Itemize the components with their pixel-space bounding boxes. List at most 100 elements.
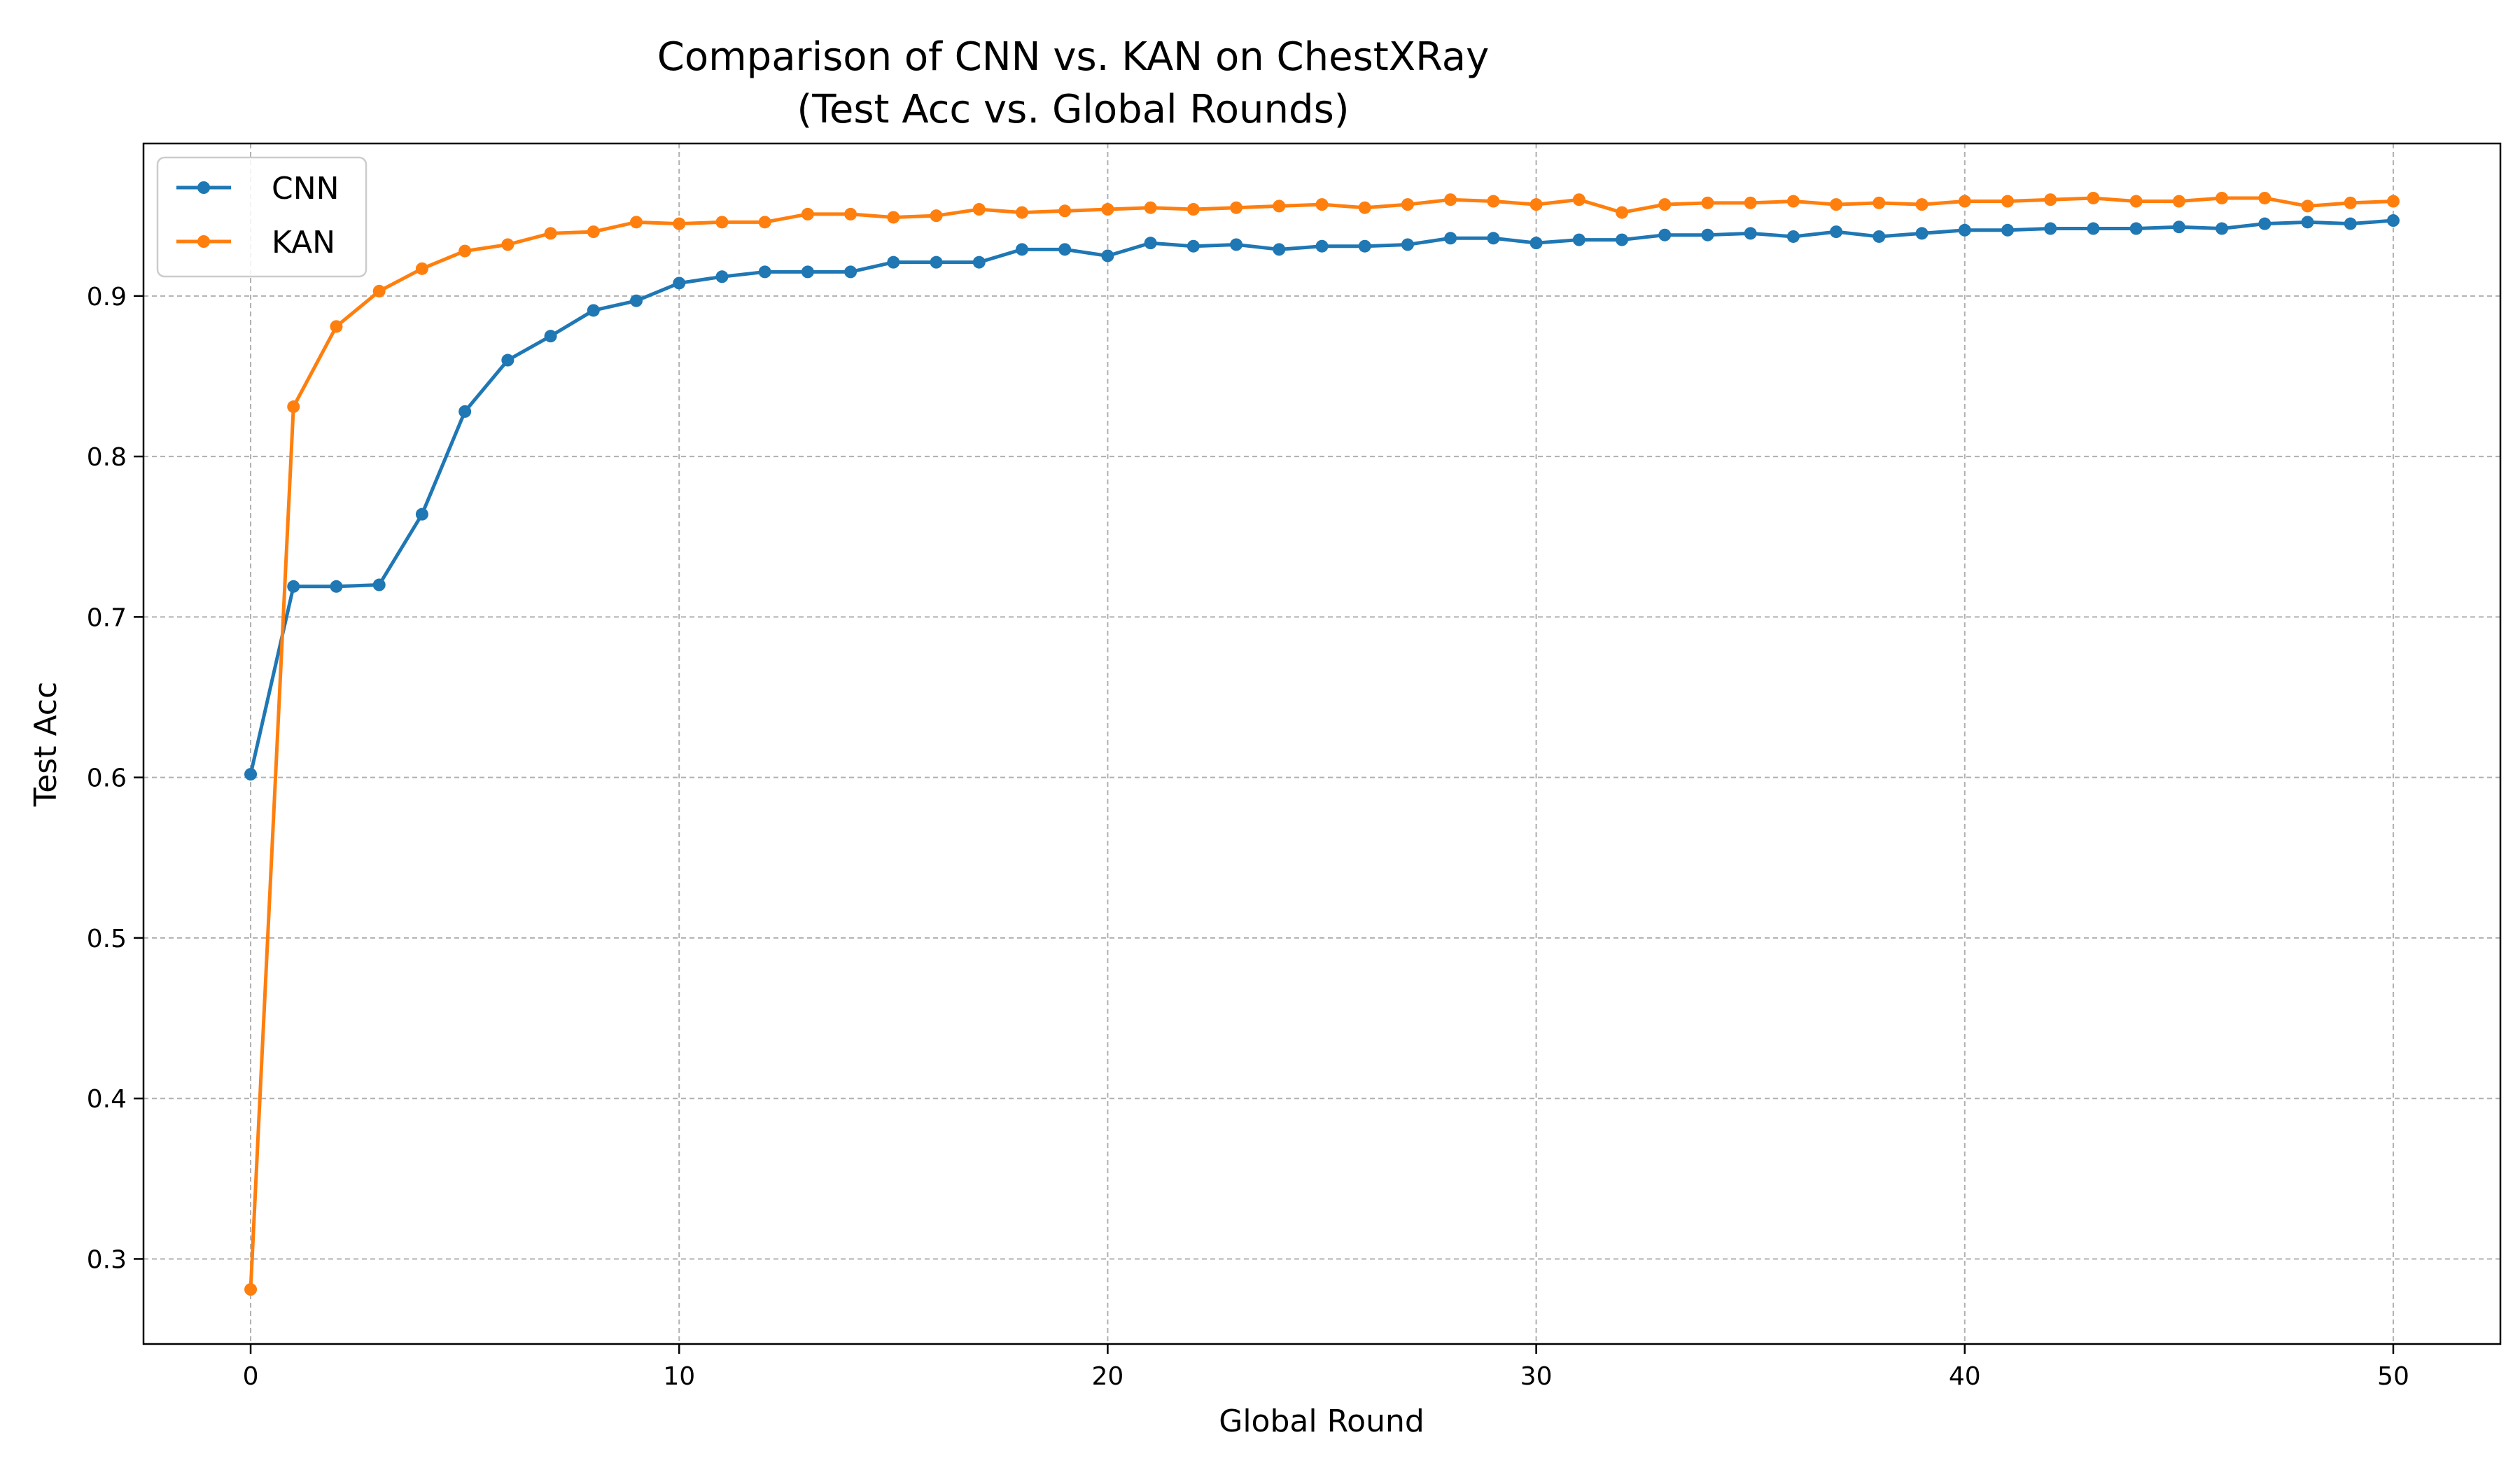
kan-data-point <box>887 211 900 224</box>
cnn-data-point <box>1616 233 1629 246</box>
grid-lines <box>144 144 2500 1344</box>
kan-data-point <box>587 225 600 239</box>
cnn-data-point <box>1530 237 1543 250</box>
cnn-data-point <box>330 580 343 593</box>
cnn-data-point <box>587 304 600 317</box>
cnn-data-point <box>287 580 300 593</box>
kan-data-point <box>758 216 771 229</box>
y-tick-label: 0.6 <box>87 764 127 793</box>
y-tick-label: 0.8 <box>87 443 127 472</box>
cnn-data-point <box>1144 237 1157 250</box>
kan-data-point <box>1872 196 1886 209</box>
y-axis-label: Test Acc <box>28 682 64 807</box>
cnn-data-point <box>1315 239 1329 253</box>
kan-data-point <box>1315 198 1329 211</box>
kan-data-point <box>1401 198 1414 211</box>
kan-data-point <box>287 400 300 414</box>
plot-series <box>244 191 2400 1296</box>
axis-ticks: 0 10 20 30 40 50 0.3 0.4 0.5 0.6 0.7 0.8 0.9 <box>87 283 2409 1391</box>
cnn-data-point <box>1872 230 1886 243</box>
kan-data-point <box>2301 200 2314 213</box>
x-tick-label: 10 <box>663 1362 695 1391</box>
kan-data-point <box>458 244 472 258</box>
x-tick-label: 40 <box>1949 1362 1981 1391</box>
chart-title-line-2: (Test Acc vs. Global Rounds) <box>797 87 1349 132</box>
cnn-data-point <box>1401 238 1414 251</box>
cnn-data-point <box>1058 243 1072 256</box>
kan-data-point <box>1101 203 1114 216</box>
kan-data-point <box>930 209 943 223</box>
cnn-data-point <box>1915 227 1928 240</box>
kan-data-point <box>673 217 686 230</box>
legend-kan-label: KAN <box>272 225 335 260</box>
x-tick-label: 30 <box>1520 1362 1553 1391</box>
cnn-data-point <box>501 354 514 367</box>
cnn-data-point <box>2344 217 2357 230</box>
kan-data-point <box>1572 193 1586 206</box>
kan-data-point <box>630 216 643 229</box>
kan-data-point <box>1487 195 1500 208</box>
kan-data-point <box>1530 198 1543 211</box>
kan-data-point <box>330 320 343 333</box>
kan-data-point <box>501 238 514 251</box>
cnn-data-point <box>372 578 386 592</box>
kan-data-point <box>2129 195 2143 208</box>
cnn-data-point <box>1444 232 1457 245</box>
cnn-data-point <box>544 330 557 343</box>
cnn-data-point <box>2001 223 2014 237</box>
kan-data-point <box>244 1283 258 1296</box>
cnn-data-point <box>2301 216 2314 229</box>
kan-data-point <box>1744 196 1757 209</box>
cnn-data-point <box>1230 238 1243 251</box>
cnn-data-point <box>2216 222 2229 235</box>
cnn-data-point <box>1701 228 1714 241</box>
kan-data-point <box>2001 195 2014 208</box>
kan-data-point <box>1015 206 1028 219</box>
kan-data-point <box>1786 195 1800 208</box>
y-tick-label: 0.7 <box>87 603 127 632</box>
kan-data-point <box>1658 198 1672 211</box>
cnn-data-point <box>1186 239 1200 253</box>
kan-data-point <box>1830 198 1843 211</box>
kan-data-point <box>1915 198 1928 211</box>
kan-data-point <box>1358 201 1371 214</box>
legend-kan-marker <box>197 235 210 248</box>
cnn-data-point <box>1101 249 1114 262</box>
cnn-data-point <box>630 294 643 307</box>
kan-data-point <box>544 227 557 240</box>
cnn-data-point <box>1572 233 1586 246</box>
cnn-data-point <box>1015 243 1028 256</box>
kan-data-point <box>1701 196 1714 209</box>
legend-cnn-marker <box>197 181 210 194</box>
kan-data-point <box>801 207 814 220</box>
cnn-data-point <box>887 255 900 269</box>
kan-data-point <box>972 203 986 216</box>
kan-data-point <box>1058 204 1072 218</box>
cnn-data-point <box>930 255 943 269</box>
cnn-data-point <box>2258 217 2272 230</box>
y-tick-label: 0.4 <box>87 1085 127 1114</box>
cnn-data-point <box>2129 222 2143 235</box>
kan-data-point <box>2044 193 2057 206</box>
cnn-data-point <box>758 265 771 279</box>
cnn-data-point <box>801 265 814 279</box>
cnn-data-point <box>2044 222 2057 235</box>
cnn-data-point <box>2172 220 2185 234</box>
x-axis-label: Global Round <box>1219 1404 1424 1439</box>
cnn-data-point <box>244 768 258 781</box>
cnn-data-point <box>1744 227 1757 240</box>
kan-data-point <box>1444 193 1457 206</box>
cnn-data-point <box>673 276 686 290</box>
cnn-data-point <box>844 265 858 279</box>
kan-data-point <box>1144 201 1157 214</box>
cnn-data-point <box>1273 243 1286 256</box>
cnn-data-point <box>972 255 986 269</box>
kan-data-point <box>2344 196 2357 209</box>
x-tick-label: 0 <box>243 1362 259 1391</box>
kan-data-point <box>2386 195 2400 208</box>
cnn-data-point <box>2087 222 2100 235</box>
cnn-data-point <box>415 507 428 521</box>
plot-frame <box>142 142 2502 1345</box>
